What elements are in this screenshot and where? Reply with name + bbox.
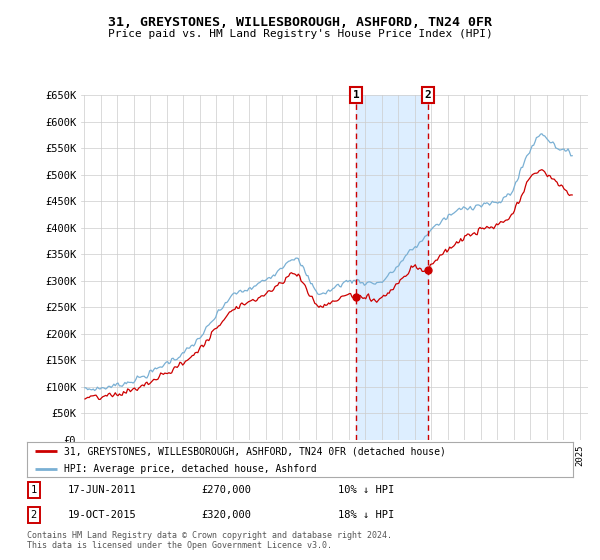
Bar [356,95,428,440]
Text: 31, GREYSTONES, WILLESBOROUGH, ASHFORD, TN24 0FR (detached house): 31, GREYSTONES, WILLESBOROUGH, ASHFORD, … [64,446,446,456]
Text: £320,000: £320,000 [202,510,252,520]
Text: 18% ↓ HPI: 18% ↓ HPI [338,510,394,520]
Text: 19-OCT-2015: 19-OCT-2015 [68,510,137,520]
Text: HPI: Average price, detached house, Ashford: HPI: Average price, detached house, Ashf… [64,464,317,474]
Text: 2: 2 [31,510,37,520]
Text: Contains HM Land Registry data © Crown copyright and database right 2024.
This d: Contains HM Land Registry data © Crown c… [27,531,392,550]
Text: 2: 2 [424,90,431,100]
Text: 10% ↓ HPI: 10% ↓ HPI [338,485,394,495]
Text: 17-JUN-2011: 17-JUN-2011 [68,485,137,495]
Text: 31, GREYSTONES, WILLESBOROUGH, ASHFORD, TN24 0FR: 31, GREYSTONES, WILLESBOROUGH, ASHFORD, … [108,16,492,29]
Text: Price paid vs. HM Land Registry's House Price Index (HPI): Price paid vs. HM Land Registry's House … [107,29,493,39]
Text: 1: 1 [353,90,359,100]
Text: 1: 1 [31,485,37,495]
Text: £270,000: £270,000 [202,485,252,495]
